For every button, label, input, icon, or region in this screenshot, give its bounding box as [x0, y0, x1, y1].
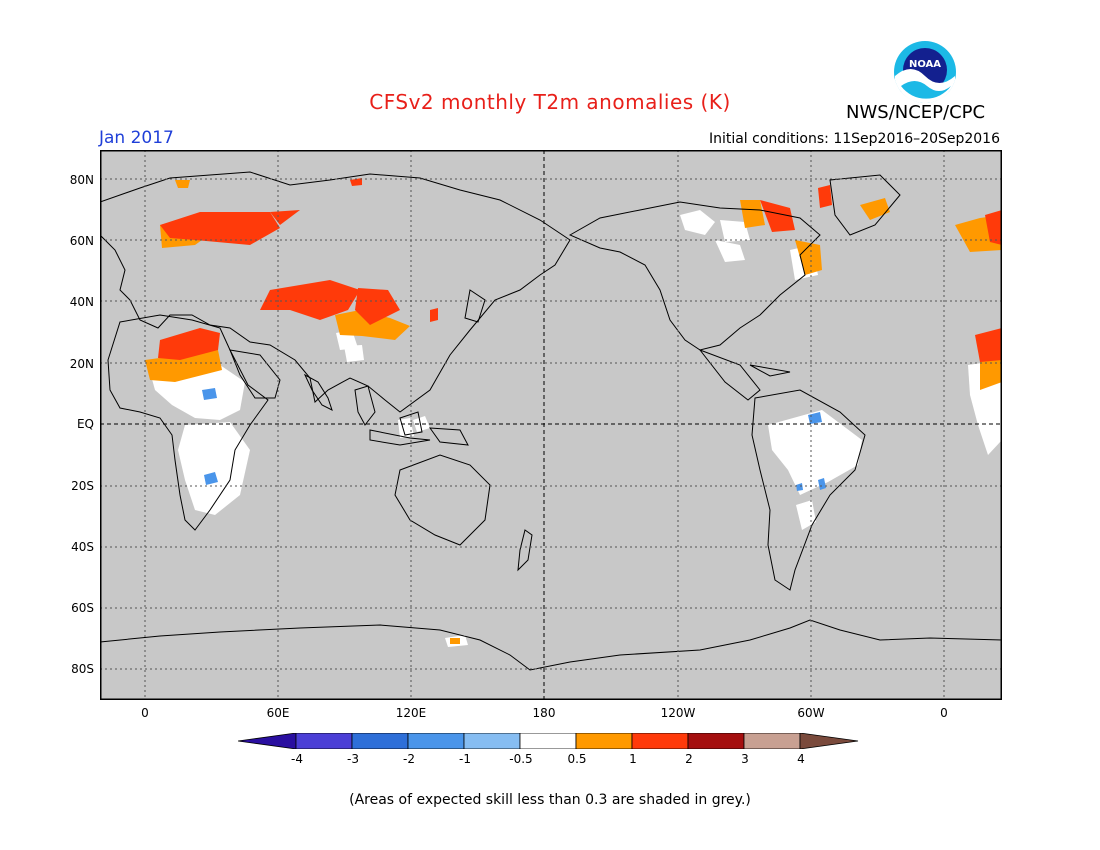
lon-label-180: 180 [532, 706, 556, 720]
forecast-period: Jan 2017 [99, 128, 174, 148]
colorbar-swatch [463, 733, 521, 749]
colorbar-label: -4 [291, 752, 303, 766]
colorbar-label: 2 [685, 752, 693, 766]
map-frame [100, 150, 1002, 700]
lon-label-120e: 120E [395, 706, 427, 720]
colorbar-label: 0.5 [567, 752, 587, 766]
lat-label-20n: 20N [69, 357, 94, 371]
colorbar-swatch [743, 733, 801, 749]
lon-label-0: 0 [141, 706, 149, 720]
lat-label-80s: 80S [71, 662, 94, 676]
lon-label-60e: 60E [266, 706, 290, 720]
lon-label-0-right: 0 [940, 706, 948, 720]
colorbar [238, 733, 859, 749]
colorbar-label: -0.5 [509, 752, 533, 766]
colorbar-swatch [295, 733, 353, 749]
lat-label-60s: 60S [71, 601, 94, 615]
lat-label-80n: 80N [69, 173, 94, 187]
initial-conditions: Initial conditions: 11Sep2016–20Sep2016 [708, 131, 1000, 147]
lat-label-60n: 60N [69, 234, 94, 248]
colorbar-swatch [799, 733, 859, 749]
coastlines [100, 171, 1002, 671]
skill-footnote: (Areas of expected skill less than 0.3 a… [349, 792, 751, 808]
lat-label-40s: 40S [71, 540, 94, 554]
colorbar-swatch [687, 733, 745, 749]
colorbar-swatch [351, 733, 409, 749]
warm-anomaly-red [158, 178, 1002, 362]
lat-label-40n: 40N [69, 295, 94, 309]
equator-dateline [100, 150, 1002, 700]
colorbar-label: -2 [403, 752, 415, 766]
colorbar-swatch [407, 733, 465, 749]
logo-text: NOAA [909, 59, 941, 70]
colorbar-swatch [238, 733, 297, 749]
anomaly-map [100, 150, 1002, 700]
colorbar-label: 4 [797, 752, 805, 766]
colorbar-label: -1 [459, 752, 471, 766]
chart-title: CFSv2 monthly T2m anomalies (K) [369, 90, 731, 114]
colorbar-label: 1 [629, 752, 637, 766]
colorbar-swatch [631, 733, 689, 749]
colorbar-swatches [238, 733, 859, 749]
colorbar-swatch [575, 733, 633, 749]
colorbar-label: -3 [347, 752, 359, 766]
lon-label-60w: 60W [797, 706, 825, 720]
lon-label-120w: 120W [660, 706, 696, 720]
gridlines [100, 150, 1002, 700]
agency-label: NWS/NCEP/CPC [846, 102, 986, 123]
lat-label-eq: EQ [76, 417, 94, 431]
colorbar-swatch [519, 733, 577, 749]
colorbar-label: 3 [741, 752, 749, 766]
lat-label-20s: 20S [71, 479, 94, 493]
noaa-logo: NOAA [894, 41, 956, 104]
